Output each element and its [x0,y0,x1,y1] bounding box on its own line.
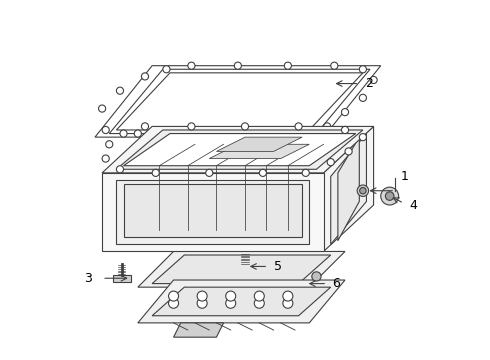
Circle shape [188,123,195,130]
Circle shape [152,169,159,176]
Circle shape [206,169,213,176]
Polygon shape [237,265,253,271]
Circle shape [277,134,284,141]
Circle shape [357,185,368,197]
Circle shape [360,188,366,194]
Circle shape [242,123,248,130]
Polygon shape [138,280,345,323]
Circle shape [359,66,367,73]
Polygon shape [102,173,323,251]
Circle shape [169,298,178,308]
Polygon shape [117,180,309,244]
Circle shape [359,94,367,102]
Polygon shape [117,73,363,130]
Circle shape [342,109,348,116]
Polygon shape [209,144,309,158]
Circle shape [323,123,331,130]
Circle shape [226,291,236,301]
Circle shape [331,62,338,69]
Circle shape [181,134,188,141]
Circle shape [226,298,236,308]
Circle shape [342,126,348,134]
Circle shape [102,155,109,162]
Polygon shape [152,255,331,284]
Circle shape [312,272,321,281]
Circle shape [163,66,170,73]
Circle shape [197,291,207,301]
Circle shape [142,123,148,130]
Polygon shape [331,134,367,244]
Circle shape [169,291,178,301]
Polygon shape [123,134,356,166]
Circle shape [117,87,123,94]
Circle shape [142,73,148,80]
Circle shape [117,166,123,173]
Polygon shape [217,137,302,152]
Circle shape [234,134,242,141]
Polygon shape [102,126,373,173]
Polygon shape [152,287,331,316]
Polygon shape [323,126,373,251]
Text: 3: 3 [84,272,92,285]
Text: 5: 5 [273,260,282,273]
Circle shape [302,130,309,137]
Text: 1: 1 [400,170,408,183]
Circle shape [283,291,293,301]
Text: 4: 4 [409,198,417,212]
Circle shape [295,123,302,130]
Circle shape [188,62,195,69]
Polygon shape [123,184,302,237]
Polygon shape [338,137,359,241]
Polygon shape [173,323,223,337]
Polygon shape [109,69,370,134]
Polygon shape [113,275,131,282]
Circle shape [98,105,106,112]
Circle shape [302,169,309,176]
Circle shape [254,298,264,308]
Circle shape [106,141,113,148]
Circle shape [345,148,352,155]
Polygon shape [95,66,381,137]
Circle shape [102,126,109,134]
Circle shape [120,130,127,137]
Circle shape [359,134,367,141]
Text: 2: 2 [365,77,372,90]
Circle shape [134,130,142,137]
Circle shape [327,158,334,166]
Circle shape [234,62,242,69]
Polygon shape [117,130,363,169]
Circle shape [386,192,394,201]
Text: 6: 6 [333,277,341,290]
Circle shape [370,76,377,84]
Polygon shape [138,251,345,287]
Circle shape [254,291,264,301]
Circle shape [259,169,267,176]
Circle shape [381,187,398,205]
Circle shape [197,298,207,308]
Circle shape [283,298,293,308]
Circle shape [284,62,292,69]
